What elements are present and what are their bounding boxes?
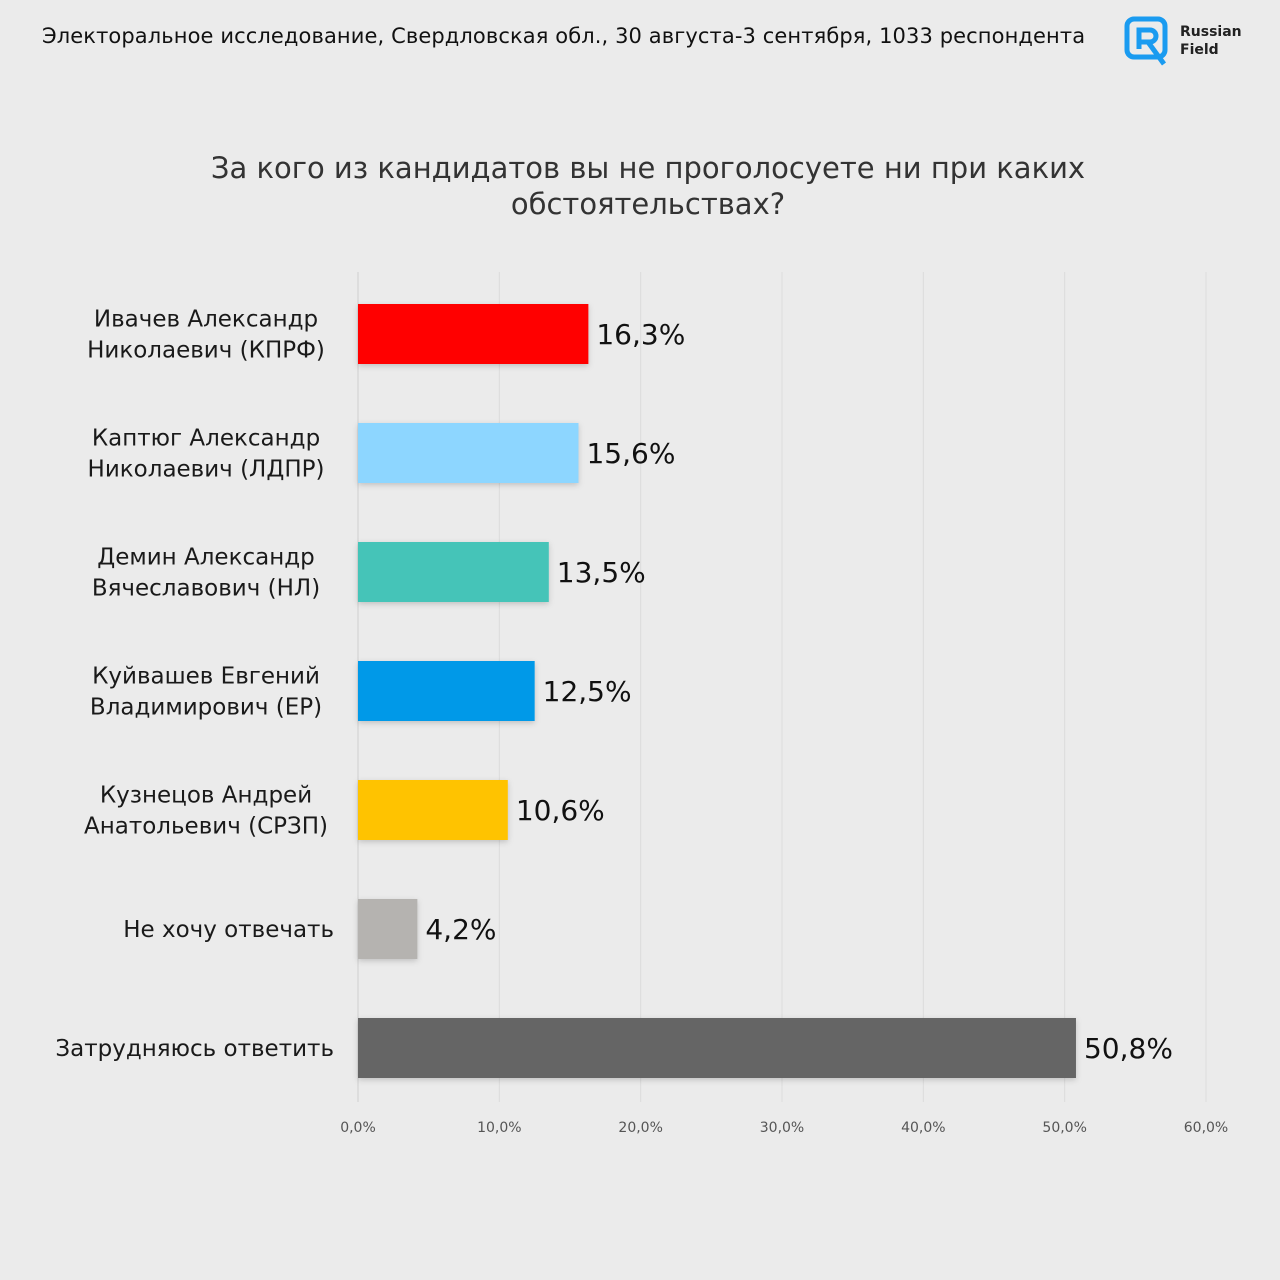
value-label: 13,5%: [557, 556, 646, 589]
bar: [358, 780, 508, 840]
value-label: 12,5%: [543, 675, 632, 708]
category-label-line: Демин Александр: [97, 545, 315, 571]
bar: [358, 899, 418, 959]
category-label-line: Не хочу отвечать: [123, 917, 334, 943]
category-label-line: Анатольевич (СРЗП): [84, 814, 328, 840]
category-label-line: Николаевич (КПРФ): [87, 338, 325, 364]
category-label-line: Николаевич (ЛДПР): [88, 457, 325, 483]
category-label-line: Владимирович (ЕР): [90, 695, 322, 721]
category-label: Ивачев Александр Николаевич (КПРФ): [87, 307, 325, 364]
value-label: 10,6%: [516, 794, 605, 827]
category-label: Куйвашев Евгений Владимирович (ЕР): [90, 664, 322, 721]
x-tick-label: 40,0%: [901, 1120, 945, 1136]
category-label-line: Вячеславович (НЛ): [92, 576, 320, 602]
category-label: Демин Александр Вячеславович (НЛ): [92, 545, 320, 602]
category-label-line: Каптюг Александр: [92, 426, 320, 452]
x-tick-label: 10,0%: [477, 1120, 521, 1136]
russian-field-logo: Russian Field: [1124, 16, 1242, 66]
bar: [358, 1018, 1076, 1078]
value-label: 4,2%: [425, 913, 496, 946]
bar: [358, 661, 535, 721]
category-label-line: Ивачев Александр: [94, 307, 318, 333]
x-tick-label: 0,0%: [340, 1120, 376, 1136]
value-label: 50,8%: [1084, 1032, 1173, 1065]
category-label-line: Куйвашев Евгений: [92, 664, 320, 690]
category-label: Кузнецов Андрей Анатольевич (СРЗП): [84, 783, 328, 840]
logo-word-field: Field: [1180, 42, 1219, 58]
bar: [358, 542, 549, 602]
chart-title-line-1: За кого из кандидатов вы не проголосуете…: [210, 151, 1086, 185]
survey-description: Электоральное исследование, Свердловская…: [42, 24, 1086, 48]
x-tick-label: 30,0%: [760, 1120, 804, 1136]
value-label: 15,6%: [586, 437, 675, 470]
chart-title: За кого из кандидатов вы не проголосуете…: [0, 150, 1280, 222]
category-label-line: Затрудняюсь ответить: [55, 1036, 334, 1062]
logo-word-russian: Russian: [1180, 24, 1242, 40]
category-label: Каптюг Александр Николаевич (ЛДПР): [88, 426, 325, 483]
bar: [358, 423, 579, 483]
value-label: 16,3%: [596, 318, 685, 351]
bar: [358, 304, 589, 364]
x-tick-label: 50,0%: [1042, 1120, 1086, 1136]
category-label-line: Кузнецов Андрей: [100, 783, 312, 809]
russian-field-logo-icon: [1124, 16, 1168, 66]
category-label: Не хочу отвечать: [123, 917, 334, 943]
chart-title-line-2: обстоятельствах?: [510, 187, 786, 221]
x-tick-label: 60,0%: [1184, 1120, 1228, 1136]
x-tick-label: 20,0%: [618, 1120, 662, 1136]
category-label: Затрудняюсь ответить: [55, 1036, 334, 1062]
